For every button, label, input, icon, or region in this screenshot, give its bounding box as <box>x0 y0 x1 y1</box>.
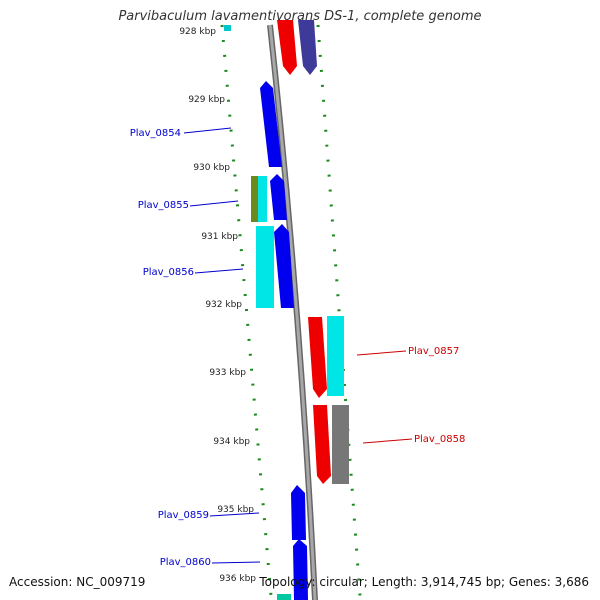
tick-label: 930 kbp <box>193 163 230 173</box>
leader-line <box>356 350 407 356</box>
gene-leader-lines <box>183 127 413 564</box>
gene-fragment[interactable] <box>224 25 231 31</box>
gene-label-plav-0856[interactable]: Plav_0856 <box>143 267 194 278</box>
gene-plav-0855-cyan[interactable] <box>258 176 267 222</box>
accession-text: Accession: NC_009719 <box>9 575 146 589</box>
tick-label: 936 kbp <box>219 574 256 584</box>
leader-line <box>362 438 413 444</box>
tick-label: 932 kbp <box>205 300 242 310</box>
tick-label: 929 kbp <box>188 95 225 105</box>
gene-label-plav-0860[interactable]: Plav_0860 <box>160 557 211 568</box>
leader-line <box>211 561 261 564</box>
leader-line <box>183 127 232 134</box>
gene-label-plav-0858[interactable]: Plav_0858 <box>414 434 465 445</box>
gene-fragment[interactable] <box>277 594 291 600</box>
tick-label: 934 kbp <box>213 437 250 447</box>
gene-label-plav-0859[interactable]: Plav_0859 <box>158 510 209 521</box>
gene-plav-0855-olive[interactable] <box>251 176 259 222</box>
leader-line <box>209 512 260 517</box>
gene-plav-0855-arrow[interactable] <box>270 174 287 220</box>
gene-plav-0856-arrow[interactable] <box>274 224 294 308</box>
gene-plav-0859-arrow[interactable] <box>291 485 306 540</box>
gene-plav-0854-arrow[interactable] <box>260 81 282 167</box>
tick-label: 935 kbp <box>217 505 254 515</box>
tick-label: 931 kbp <box>201 232 238 242</box>
leader-line <box>189 200 239 207</box>
leader-line <box>194 268 244 274</box>
gene-plav-0860-arrow[interactable] <box>293 539 308 600</box>
gene-labels: Plav_0854 Plav_0855 Plav_0856 Plav_0857 … <box>130 128 466 568</box>
tick-label: 933 kbp <box>209 368 246 378</box>
gene-label-plav-0855[interactable]: Plav_0855 <box>138 200 189 211</box>
left-scale-line <box>220 24 273 597</box>
tick-label: 928 kbp <box>179 27 216 37</box>
gene-label-plav-0857[interactable]: Plav_0857 <box>408 346 459 357</box>
genome-title: Parvibaculum lavamentivorans DS-1, compl… <box>118 9 482 24</box>
gene-plav-0857-arrow[interactable] <box>308 317 327 398</box>
gene-plav-0858-arrow[interactable] <box>313 405 331 484</box>
gene-arrow[interactable] <box>277 20 297 75</box>
gene-plav-0856-cyan[interactable] <box>256 226 274 308</box>
right-scale-line <box>316 24 362 597</box>
gene-label-plav-0854[interactable]: Plav_0854 <box>130 128 181 139</box>
backbone <box>268 24 317 600</box>
genome-summary-text: Topology: circular; Length: 3,914,745 bp… <box>259 575 589 589</box>
gene-arrow[interactable] <box>298 20 317 75</box>
gene-plav-0858-gray[interactable] <box>332 405 349 484</box>
scale-tick-labels: 928 kbp 929 kbp 930 kbp 931 kbp 932 kbp … <box>179 27 256 584</box>
gene-plav-0857-cyan[interactable] <box>327 316 344 396</box>
